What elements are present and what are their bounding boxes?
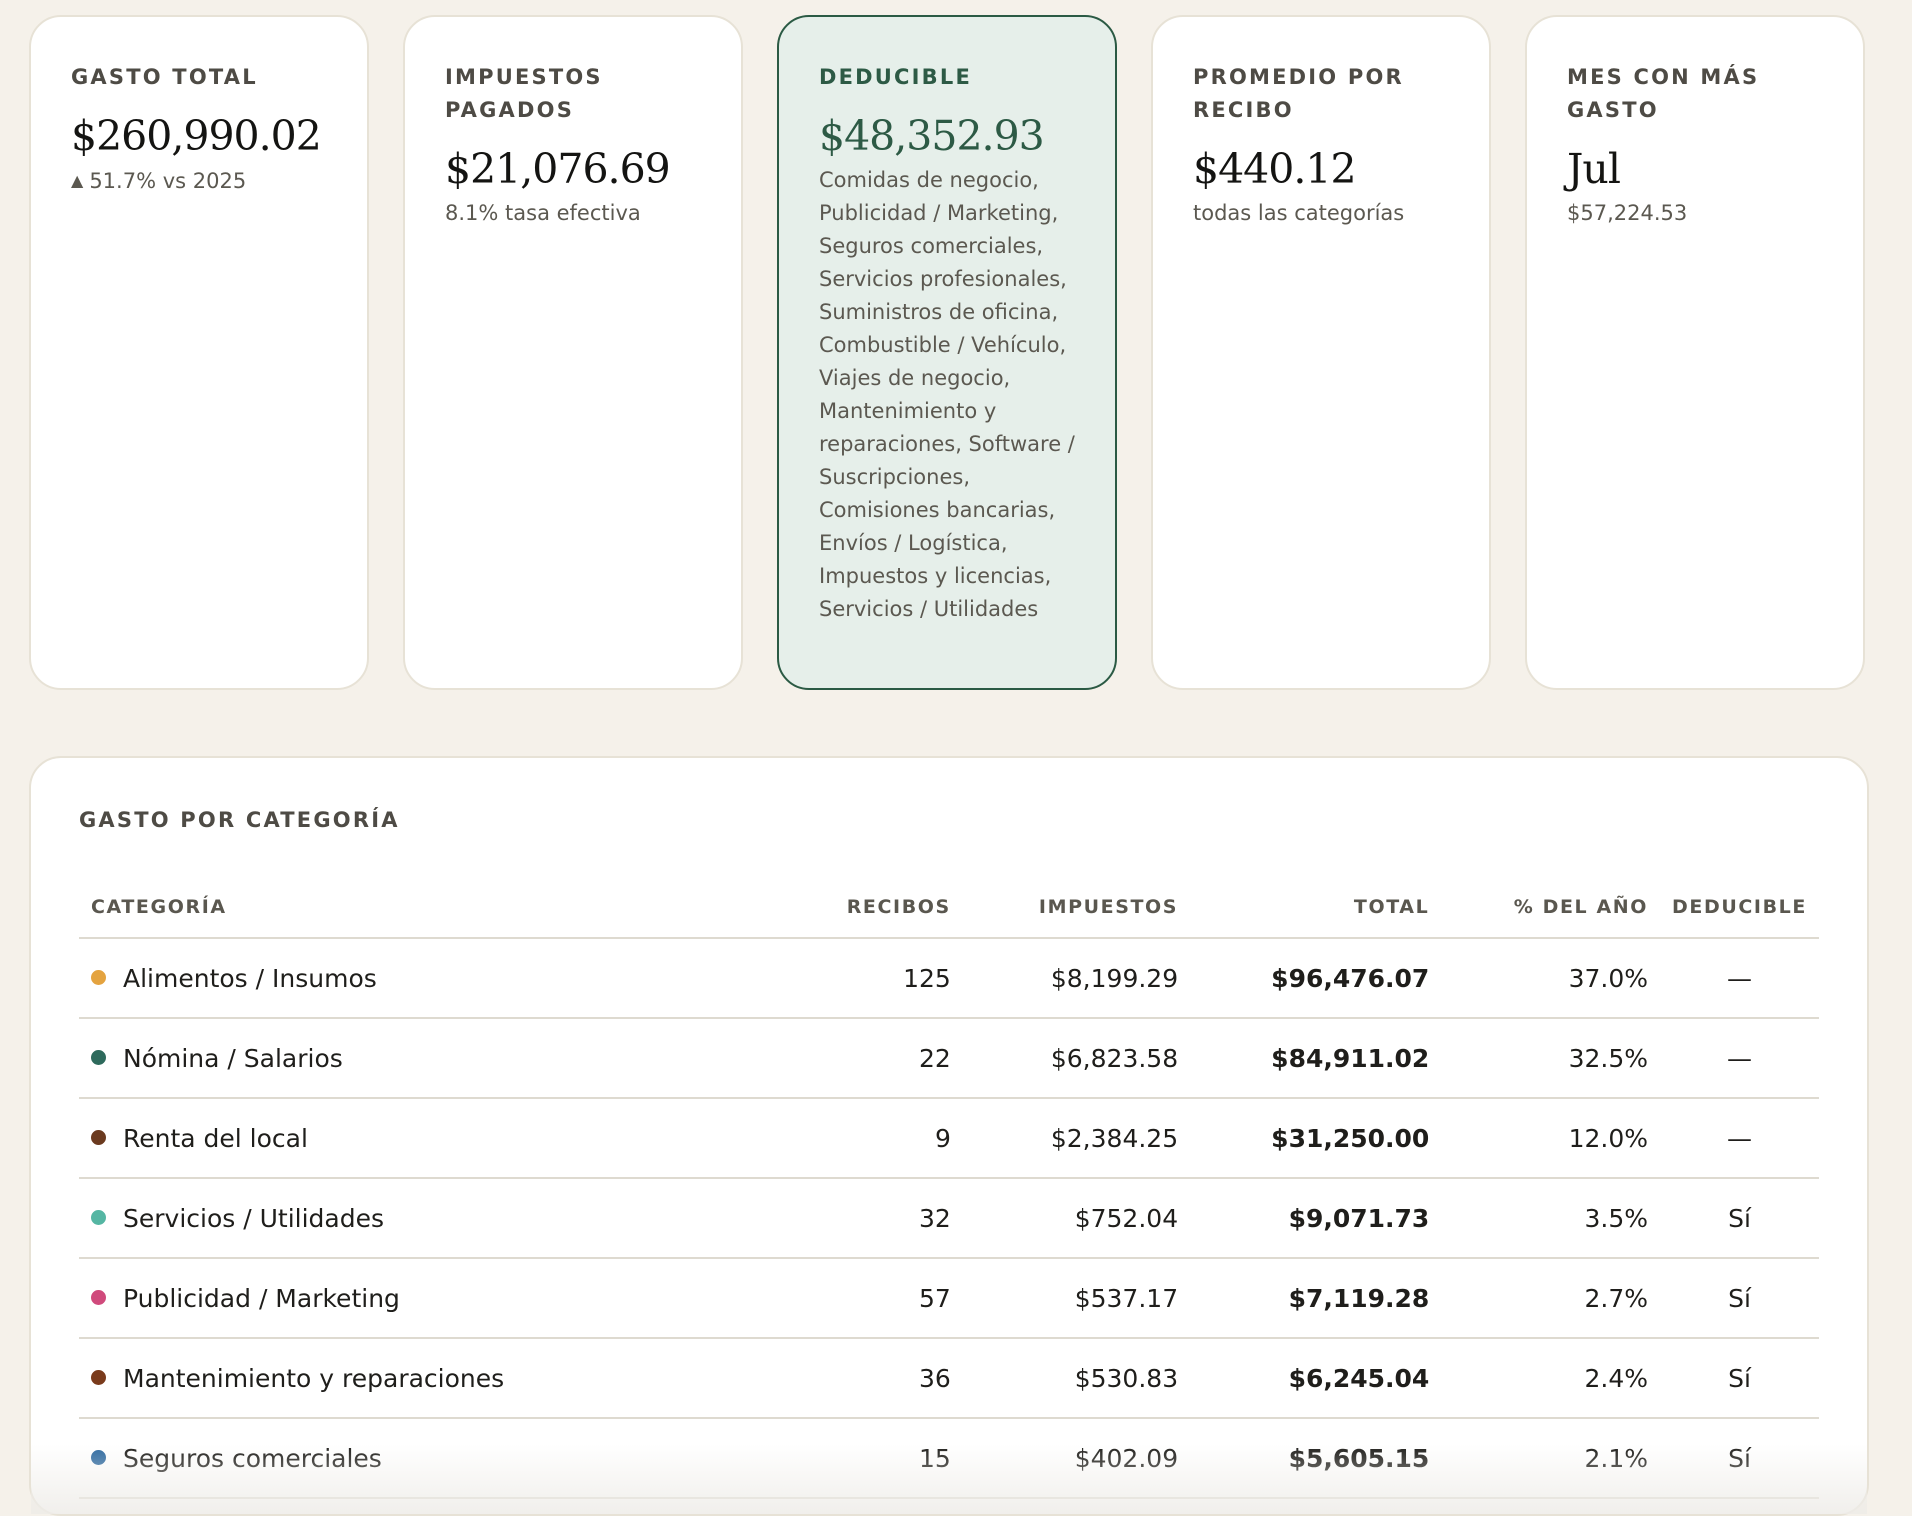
table-row[interactable]: Servicios / Utilidades 32 $752.04 $9,071.73… [79, 1178, 1819, 1259]
category-color-dot [91, 1129, 106, 1145]
total-cell: $9,071.73 [1190, 1178, 1442, 1259]
total-cell: $84,911.02 [1190, 1018, 1442, 1099]
column-header-year-pct[interactable]: % DEL AÑO [1441, 876, 1661, 939]
total-cell: $5,605.15 [1190, 1418, 1442, 1499]
category-cell: Mantenimiento y reparaciones [79, 1338, 764, 1419]
taxes-cell: $8,199.29 [962, 938, 1191, 1019]
card-label: DEDUCIBLE [819, 65, 973, 89]
summary-cards: GASTO TOTAL $260,990.02 ▲ 51.7% vs 2025 I… [29, 15, 1865, 690]
card-value: $21,076.69 [445, 145, 671, 193]
column-header-deductible[interactable]: DEDUCIBLE [1660, 876, 1819, 939]
receipts-cell: 15 [763, 1418, 963, 1499]
year-pct-cell: 32.5% [1441, 1018, 1661, 1099]
card-label: MES CON MÁS GASTO [1567, 65, 1760, 122]
table-row[interactable]: Renta del local 9 $2,384.25 $31,250.00 12.0%… [79, 1098, 1819, 1179]
card-label: IMPUESTOS PAGADOS [445, 65, 603, 122]
year-pct-cell: 12.0% [1441, 1098, 1661, 1179]
category-cell: Publicidad / Marketing [79, 1258, 764, 1339]
panel-title: GASTO POR CATEGORÍA [79, 808, 400, 832]
trend-text: 51.7% vs 2025 [89, 169, 247, 193]
deductible-cell: Sí [1660, 1178, 1819, 1259]
card-subtext: ▲ 51.7% vs 2025 [71, 164, 327, 198]
card-value: $260,990.02 [71, 112, 322, 160]
card-deductible: DEDUCIBLE $48,352.93 Comidas de negocio,… [777, 15, 1117, 690]
card-value: $440.12 [1193, 145, 1357, 193]
category-label: Seguros comerciales [123, 1443, 382, 1473]
receipts-cell: 36 [763, 1338, 963, 1419]
triangle-up-icon: ▲ [71, 171, 84, 190]
deductible-cell: — [1660, 1098, 1819, 1179]
table-row[interactable]: Seguros comerciales 15 $402.09 $5,605.15 2.1… [79, 1418, 1819, 1499]
category-color-dot [91, 1289, 106, 1305]
category-label: Alimentos / Insumos [123, 963, 377, 993]
total-cell: $7,119.28 [1190, 1258, 1442, 1339]
deductible-cell: — [1660, 938, 1819, 1019]
receipts-cell: 125 [763, 938, 963, 1019]
card-subtext: todas las categorías [1193, 201, 1405, 225]
column-header-taxes[interactable]: IMPUESTOS [962, 876, 1191, 939]
card-top-month: MES CON MÁS GASTO Jul $57,224.53 [1525, 15, 1865, 690]
category-table: CATEGORÍA RECIBOS IMPUESTOS TOTAL % DEL … [79, 876, 1819, 1499]
card-label: GASTO TOTAL [71, 65, 258, 89]
card-subtext: 8.1% tasa efectiva [445, 201, 641, 225]
deductible-cell: Sí [1660, 1338, 1819, 1419]
card-value: Jul [1567, 145, 1621, 193]
category-color-dot [91, 1049, 106, 1065]
receipts-cell: 32 [763, 1178, 963, 1259]
table-header-row: CATEGORÍA RECIBOS IMPUESTOS TOTAL % DEL … [79, 876, 1819, 939]
year-pct-cell: 37.0% [1441, 938, 1661, 1019]
deductible-cell: Sí [1660, 1258, 1819, 1339]
year-pct-cell: 3.5% [1441, 1178, 1661, 1259]
card-value: $48,352.93 [819, 112, 1045, 160]
taxes-cell: $752.04 [962, 1178, 1191, 1259]
table-row[interactable]: Publicidad / Marketing 57 $537.17 $7,119.28… [79, 1258, 1819, 1339]
year-pct-cell: 2.7% [1441, 1258, 1661, 1339]
category-label: Publicidad / Marketing [123, 1283, 400, 1313]
card-total-spend: GASTO TOTAL $260,990.02 ▲ 51.7% vs 2025 [29, 15, 369, 690]
card-average-receipt: PROMEDIO POR RECIBO $440.12 todas las ca… [1151, 15, 1491, 690]
year-pct-cell: 2.4% [1441, 1338, 1661, 1419]
receipts-cell: 22 [763, 1018, 963, 1099]
column-header-category[interactable]: CATEGORÍA [79, 876, 764, 939]
table-row[interactable]: Mantenimiento y reparaciones 36 $530.83 $6,… [79, 1338, 1819, 1419]
category-color-dot [91, 1209, 106, 1225]
category-panel: GASTO POR CATEGORÍA CATEGORÍA RECIBOS IM… [29, 756, 1869, 1516]
total-cell: $96,476.07 [1190, 938, 1442, 1019]
category-label: Nómina / Salarios [123, 1043, 343, 1073]
deductible-cell: — [1660, 1018, 1819, 1099]
taxes-cell: $402.09 [962, 1418, 1191, 1499]
card-label: PROMEDIO POR RECIBO [1193, 65, 1404, 122]
category-cell: Renta del local [79, 1098, 764, 1179]
card-taxes-paid: IMPUESTOS PAGADOS $21,076.69 8.1% tasa e… [403, 15, 743, 690]
total-cell: $31,250.00 [1190, 1098, 1442, 1179]
total-cell: $6,245.04 [1190, 1338, 1442, 1419]
category-color-dot [91, 1449, 106, 1465]
category-cell: Nómina / Salarios [79, 1018, 764, 1099]
column-header-total[interactable]: TOTAL [1190, 876, 1442, 939]
taxes-cell: $2,384.25 [962, 1098, 1191, 1179]
category-cell: Seguros comerciales [79, 1418, 764, 1499]
category-color-dot [91, 969, 106, 985]
category-color-dot [91, 1369, 106, 1385]
year-pct-cell: 2.1% [1441, 1418, 1661, 1499]
category-label: Renta del local [123, 1123, 308, 1153]
card-subtext: Comidas de negocio, Publicidad / Marketi… [819, 168, 1075, 621]
card-subtext: $57,224.53 [1567, 201, 1688, 225]
category-label: Mantenimiento y reparaciones [123, 1363, 505, 1393]
column-header-receipts[interactable]: RECIBOS [763, 876, 963, 939]
receipts-cell: 57 [763, 1258, 963, 1339]
deductible-cell: Sí [1660, 1418, 1819, 1499]
receipts-cell: 9 [763, 1098, 963, 1179]
table-row[interactable]: Nómina / Salarios 22 $6,823.58 $84,911.02 32… [79, 1018, 1819, 1099]
taxes-cell: $537.17 [962, 1258, 1191, 1339]
taxes-cell: $530.83 [962, 1338, 1191, 1419]
table-body: Alimentos / Insumos 125 $8,199.29 $96,476.0… [79, 938, 1819, 1499]
taxes-cell: $6,823.58 [962, 1018, 1191, 1099]
category-label: Servicios / Utilidades [123, 1203, 384, 1233]
category-cell: Servicios / Utilidades [79, 1178, 764, 1259]
table-row[interactable]: Alimentos / Insumos 125 $8,199.29 $96,476.0… [79, 938, 1819, 1019]
category-cell: Alimentos / Insumos [79, 938, 764, 1019]
